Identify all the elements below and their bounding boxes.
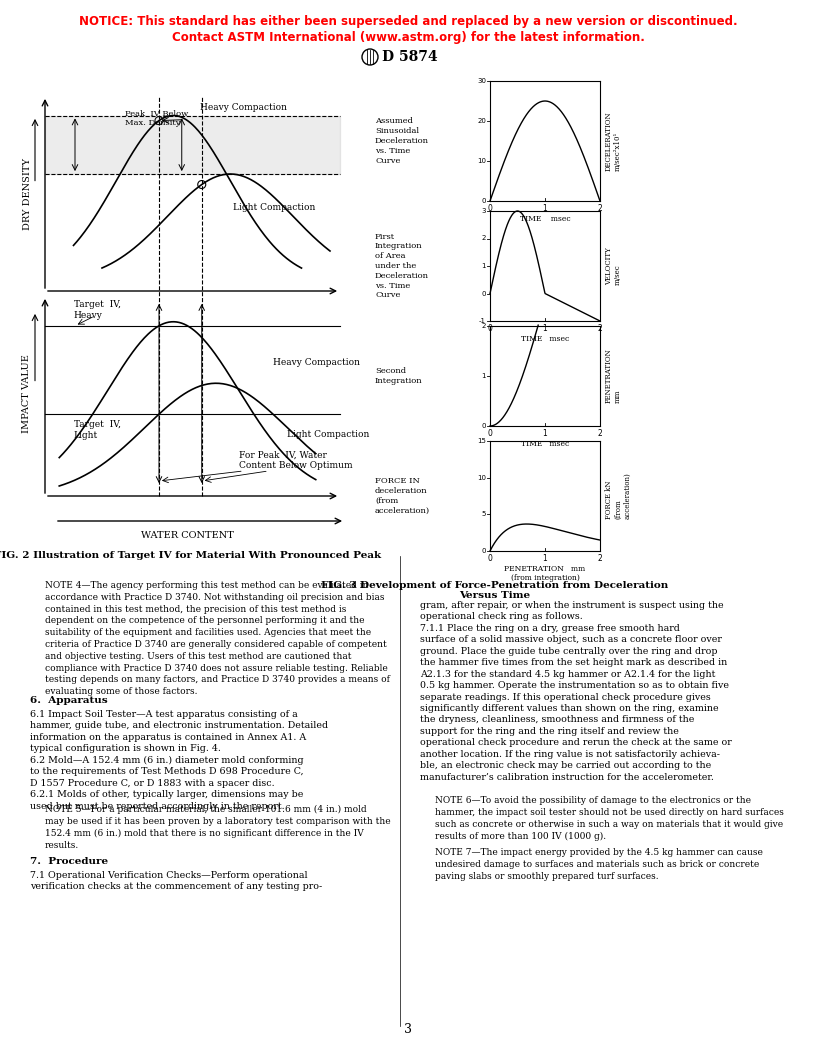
Text: 10: 10 <box>477 158 486 164</box>
Text: 0: 0 <box>481 423 486 429</box>
Text: Assumed
Sinusoidal
Deceleration
vs. Time
Curve: Assumed Sinusoidal Deceleration vs. Time… <box>375 117 429 165</box>
Text: 0: 0 <box>488 204 492 213</box>
Text: 0: 0 <box>488 324 492 333</box>
Text: Light Compaction: Light Compaction <box>287 430 370 439</box>
Text: 2: 2 <box>481 323 486 329</box>
Text: 2: 2 <box>597 554 602 563</box>
Text: TIME    msec: TIME msec <box>520 215 570 223</box>
Text: 0: 0 <box>481 290 486 297</box>
Text: Second
Integration: Second Integration <box>375 367 423 384</box>
Text: 7.1 Operational Verification Checks—Perform operational
verification checks at t: 7.1 Operational Verification Checks—Perf… <box>30 871 322 891</box>
Text: 15: 15 <box>477 438 486 444</box>
Text: 1: 1 <box>543 554 548 563</box>
Text: Heavy Compaction: Heavy Compaction <box>273 358 360 367</box>
Text: 3: 3 <box>404 1023 412 1036</box>
Text: FIG. 3 Development of Force-Penetration from Deceleration
Versus Time: FIG. 3 Development of Force-Penetration … <box>322 581 668 601</box>
Text: PENETRATION
mm: PENETRATION mm <box>605 348 623 403</box>
Text: FORCE IN
deceleration
(from
acceleration): FORCE IN deceleration (from acceleration… <box>375 477 430 514</box>
Text: 3: 3 <box>481 208 486 214</box>
Text: 0: 0 <box>481 199 486 204</box>
Text: D 5874: D 5874 <box>382 50 437 64</box>
Text: NOTE 6—To avoid the possibility of damage to the electronics or the
hammer, the : NOTE 6—To avoid the possibility of damag… <box>435 796 784 841</box>
Text: 6.  Apparatus: 6. Apparatus <box>30 696 108 705</box>
Text: NOTICE: This standard has either been superseded and replaced by a new version o: NOTICE: This standard has either been su… <box>78 15 738 29</box>
Text: PENETRATION   mm
(from integration): PENETRATION mm (from integration) <box>504 565 586 582</box>
Text: 1: 1 <box>481 263 486 269</box>
Text: 2: 2 <box>597 204 602 213</box>
Text: 1: 1 <box>543 429 548 438</box>
Text: 7.  Procedure: 7. Procedure <box>30 857 109 866</box>
Text: 10: 10 <box>477 474 486 480</box>
Text: 30: 30 <box>477 78 486 84</box>
Text: FORCE kN
(from
acceleration): FORCE kN (from acceleration) <box>605 473 632 520</box>
Text: 20: 20 <box>477 118 486 124</box>
Text: NOTE 7—The impact energy provided by the 4.5 kg hammer can cause
undesired damag: NOTE 7—The impact energy provided by the… <box>435 848 763 881</box>
Text: Light Compaction: Light Compaction <box>233 203 316 212</box>
Text: Heavy Compaction: Heavy Compaction <box>200 102 287 112</box>
Polygon shape <box>45 115 340 174</box>
Text: 1: 1 <box>543 204 548 213</box>
Text: Peak  IV Below
Max. Density: Peak IV Below Max. Density <box>125 110 188 127</box>
Text: IMPACT VALUE: IMPACT VALUE <box>23 354 32 433</box>
Text: 2: 2 <box>597 429 602 438</box>
Text: 0: 0 <box>488 554 492 563</box>
Text: 0: 0 <box>481 548 486 554</box>
Text: Target  IV,
Light: Target IV, Light <box>73 420 121 439</box>
Text: Target  IV,
Heavy: Target IV, Heavy <box>73 300 121 320</box>
Text: 2: 2 <box>597 324 602 333</box>
Text: DECELERATION
m/sec²x10¹: DECELERATION m/sec²x10¹ <box>605 111 623 171</box>
Text: gram, after repair, or when the instrument is suspect using the
operational chec: gram, after repair, or when the instrume… <box>420 601 732 781</box>
Text: VELOCITY
m/sec: VELOCITY m/sec <box>605 247 623 285</box>
Text: 0: 0 <box>488 429 492 438</box>
Text: 1: 1 <box>481 373 486 379</box>
Text: 6.1 Impact Soil Tester—A test apparatus consisting of a
hammer, guide tube, and : 6.1 Impact Soil Tester—A test apparatus … <box>30 710 328 811</box>
Text: First
Integration
of Area
under the
Deceleration
vs. Time
Curve: First Integration of Area under the Dece… <box>375 232 429 300</box>
Text: WATER CONTENT: WATER CONTENT <box>141 531 234 540</box>
Text: -1: -1 <box>479 318 486 324</box>
Text: DRY DENSITY: DRY DENSITY <box>23 157 32 229</box>
Text: NOTE 4—The agency performing this test method can be evaluated in
accordance wit: NOTE 4—The agency performing this test m… <box>45 581 390 696</box>
Text: TIME   msec: TIME msec <box>521 335 569 343</box>
Text: 1: 1 <box>543 324 548 333</box>
Text: 5: 5 <box>481 511 486 517</box>
Text: NOTE 5—For a particular material, the smaller 101.6 mm (4 in.) mold
may be used : NOTE 5—For a particular material, the sm… <box>45 805 391 850</box>
Text: Contact ASTM International (www.astm.org) for the latest information.: Contact ASTM International (www.astm.org… <box>171 31 645 44</box>
Text: TIME   msec: TIME msec <box>521 440 569 448</box>
Text: FIG. 2 Illustration of Target IV for Material With Pronounced Peak: FIG. 2 Illustration of Target IV for Mat… <box>0 551 381 560</box>
Text: For Peak  IV, Water
Content Below Optimum: For Peak IV, Water Content Below Optimum <box>239 451 353 470</box>
Text: 2: 2 <box>481 235 486 242</box>
